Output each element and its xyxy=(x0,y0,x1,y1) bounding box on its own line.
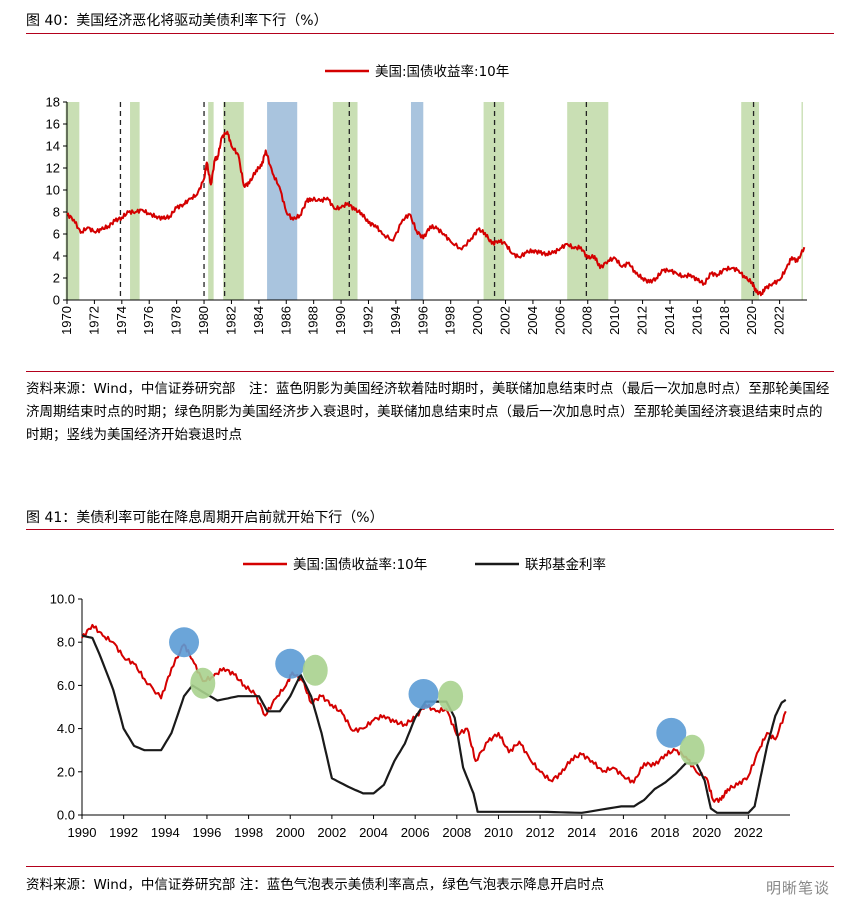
shade-band-green xyxy=(223,102,244,300)
y-tick-label: 4.0 xyxy=(57,721,75,736)
x-tick-label: 2010 xyxy=(607,306,622,335)
series-line-0 xyxy=(66,130,806,297)
x-tick-label: 1990 xyxy=(68,825,97,840)
x-tick-label: 2000 xyxy=(470,306,485,335)
shade-band-green xyxy=(65,102,80,300)
y-tick-label: 0 xyxy=(53,293,60,308)
y-tick-label: 18 xyxy=(46,95,60,110)
x-tick-label: 2016 xyxy=(689,306,704,335)
x-tick-label: 1994 xyxy=(151,825,180,840)
x-tick-label: 2006 xyxy=(401,825,430,840)
legend-label-0: 美国:国债收益率:10年 xyxy=(293,556,427,573)
shade-band-green xyxy=(208,102,214,300)
yield-peak-bubble xyxy=(656,717,687,748)
y-tick-label: 10 xyxy=(46,183,60,198)
shade-band-green xyxy=(332,102,358,300)
x-tick-label: 2018 xyxy=(651,825,680,840)
x-tick-label: 2008 xyxy=(580,306,595,335)
rate-cut-start-bubble xyxy=(302,654,328,686)
shade-band-green xyxy=(130,102,140,300)
y-tick-label: 2.0 xyxy=(57,764,75,779)
x-tick-label: 1974 xyxy=(114,306,129,335)
fig40-title: 图 40：美国经济恶化将驱动美债利率下行（%） xyxy=(26,13,328,29)
x-tick-label: 2020 xyxy=(744,306,759,335)
x-tick-label: 1992 xyxy=(109,825,138,840)
y-tick-label: 12 xyxy=(46,161,60,176)
x-tick-label: 1994 xyxy=(388,306,403,335)
x-tick-label: 1998 xyxy=(443,306,458,335)
x-tick-label: 2014 xyxy=(567,825,596,840)
rate-cut-start-bubble xyxy=(438,680,464,712)
x-tick-label: 2000 xyxy=(276,825,305,840)
x-tick-label: 1986 xyxy=(278,306,293,335)
yield-peak-bubble xyxy=(275,648,306,679)
x-tick-label: 1980 xyxy=(196,306,211,335)
x-tick-label: 1984 xyxy=(251,306,266,335)
x-tick-label: 1976 xyxy=(141,306,156,335)
x-tick-label: 2016 xyxy=(609,825,638,840)
x-tick-label: 1990 xyxy=(333,306,348,335)
x-tick-label: 1970 xyxy=(59,306,74,335)
x-tick-label: 2020 xyxy=(692,825,721,840)
x-tick-label: 2008 xyxy=(442,825,471,840)
series-line-1 xyxy=(81,634,787,814)
y-tick-label: 6 xyxy=(53,227,60,242)
x-tick-label: 2004 xyxy=(525,306,540,335)
x-tick-label: 1982 xyxy=(223,306,238,335)
x-tick-label: 2012 xyxy=(635,306,650,335)
x-tick-label: 2018 xyxy=(717,306,732,335)
fig41-title-rule xyxy=(26,529,834,530)
x-tick-label: 2006 xyxy=(552,306,567,335)
shade-band-green xyxy=(801,102,803,300)
x-tick-label: 1992 xyxy=(360,306,375,335)
fig40-note-rule xyxy=(26,371,834,372)
watermark-logo: 明晰笔谈 xyxy=(765,879,830,897)
y-tick-label: 6.0 xyxy=(57,678,75,693)
x-tick-label: 2012 xyxy=(526,825,555,840)
y-tick-label: 0.0 xyxy=(57,808,75,823)
legend-label-1: 联邦基金利率 xyxy=(525,556,606,573)
fig41-title: 图 41：美债利率可能在降息周期开启前就开始下行（%） xyxy=(26,510,384,526)
shade-band-green xyxy=(483,102,505,300)
shade-band-green xyxy=(741,102,760,300)
x-tick-label: 1998 xyxy=(234,825,263,840)
x-tick-label: 1988 xyxy=(306,306,321,335)
fig40-title-rule xyxy=(26,33,834,34)
fig41-note-rule xyxy=(26,866,834,867)
fig41-chart: 0.0 2.0 4.0 6.0 8.0 10.0 1990 1992 1994 1996 1998 2… xyxy=(50,556,790,840)
y-tick-label: 4 xyxy=(53,249,60,264)
fig40-chart: 0 2 4 6 8 10 12 14 16 18 1970 1972 1974 1976 1978 1980 1… xyxy=(46,63,807,335)
y-tick-label: 14 xyxy=(46,139,60,154)
yield-peak-bubble xyxy=(169,627,200,658)
fig40-source-note: 资料来源：Wind，中信证券研究部 注：蓝色阴影为美国经济软着陆时期时，美联储加… xyxy=(26,381,830,443)
x-tick-label: 2004 xyxy=(359,825,388,840)
fig41-source-note: 资料来源：Wind，中信证券研究部 注：蓝色气泡表示美债利率高点，绿色气泡表示降… xyxy=(26,877,605,893)
y-tick-label: 10.0 xyxy=(50,592,75,607)
x-tick-label: 1996 xyxy=(192,825,221,840)
yield-peak-bubble xyxy=(408,679,439,710)
shade-band-blue xyxy=(410,102,424,300)
x-tick-label: 2010 xyxy=(484,825,513,840)
x-tick-label: 2002 xyxy=(498,306,513,335)
y-tick-label: 8.0 xyxy=(57,635,75,650)
y-tick-label: 2 xyxy=(53,271,60,286)
x-tick-label: 2002 xyxy=(317,825,346,840)
x-tick-label: 1972 xyxy=(86,306,101,335)
x-tick-label: 2022 xyxy=(734,825,763,840)
x-tick-label: 2022 xyxy=(772,306,787,335)
y-tick-label: 8 xyxy=(53,205,60,220)
legend-label-0: 美国:国债收益率:10年 xyxy=(375,63,509,80)
x-tick-label: 1978 xyxy=(169,306,184,335)
y-tick-label: 16 xyxy=(46,117,60,132)
x-tick-label: 2014 xyxy=(662,306,677,335)
rate-cut-start-bubble xyxy=(190,667,216,699)
x-tick-label: 1996 xyxy=(415,306,430,335)
rate-cut-start-bubble xyxy=(679,734,705,766)
